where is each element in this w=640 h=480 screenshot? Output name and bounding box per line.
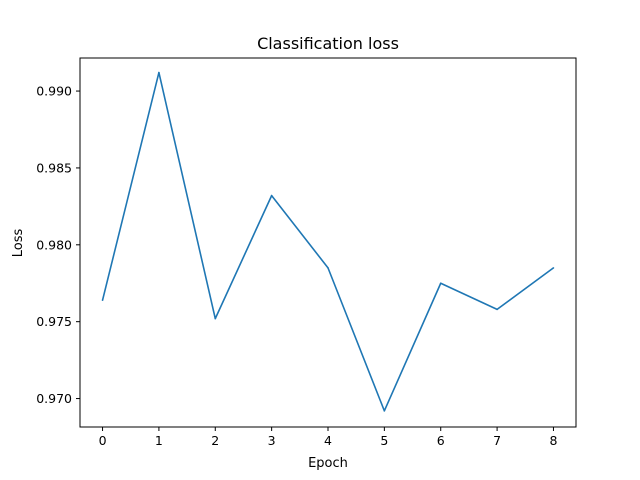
x-tick-label: 2 [211, 433, 219, 448]
x-tick-label: 8 [549, 433, 557, 448]
y-tick-label: 0.975 [36, 314, 72, 329]
y-axis-label: Loss [11, 229, 26, 258]
x-tick-label: 5 [380, 433, 388, 448]
data-point [270, 194, 273, 197]
plot-area-frame [79, 57, 577, 428]
x-tick-label: 7 [493, 433, 501, 448]
chart-title: Classification loss [257, 34, 399, 53]
y-tick-label: 0.990 [36, 84, 72, 99]
x-tick-label: 6 [437, 433, 445, 448]
y-axis-ticks: 0.970 0.975 0.980 0.985 0.990 [36, 84, 80, 406]
x-tick-label: 1 [155, 433, 163, 448]
data-point [496, 308, 498, 311]
y-tick-label: 0.985 [36, 160, 72, 175]
data-point [327, 267, 329, 269]
x-tick-label: 4 [324, 433, 332, 448]
x-tick-label: 3 [268, 433, 276, 448]
y-tick-label: 0.970 [36, 391, 72, 406]
y-tick-label: 0.980 [36, 237, 72, 252]
data-point [214, 317, 217, 320]
data-point [383, 410, 386, 412]
data-point [439, 282, 442, 285]
x-axis-ticks: 0 1 2 3 4 5 6 7 8 [99, 427, 557, 448]
x-axis-label: Epoch [308, 456, 348, 471]
data-point [158, 71, 160, 74]
data-point [552, 267, 555, 269]
series-layer [101, 71, 555, 412]
x-tick-label: 0 [99, 433, 107, 448]
data-point [101, 299, 104, 301]
